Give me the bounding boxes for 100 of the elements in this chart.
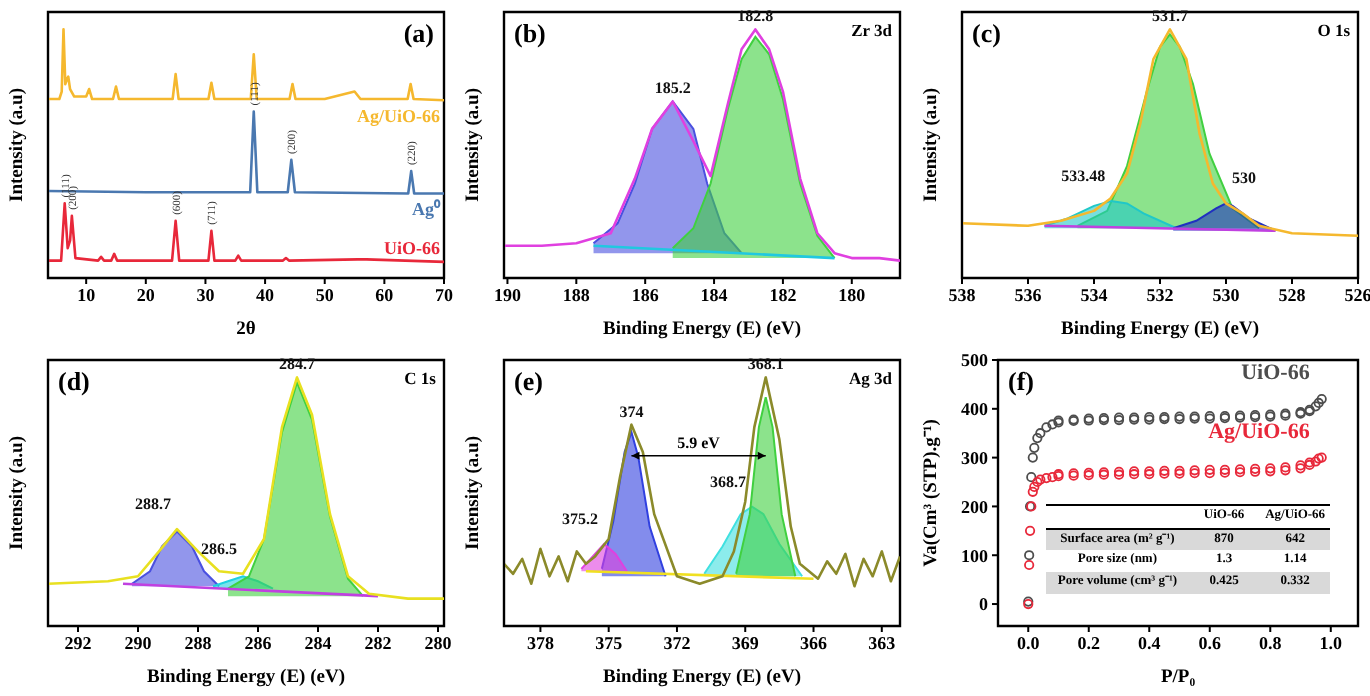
x-tick-label: 1.0 bbox=[1319, 632, 1344, 653]
point bbox=[1204, 464, 1215, 475]
point bbox=[1041, 422, 1052, 433]
annotation: 288.7 bbox=[134, 495, 171, 514]
x-tick-label: 538 bbox=[948, 284, 977, 305]
annotation: 284.7 bbox=[278, 355, 315, 374]
x-tick-label: 369 bbox=[731, 632, 760, 653]
x-axis-title: P/P₀ bbox=[1160, 668, 1196, 688]
x-tick-label: 363 bbox=[868, 632, 897, 653]
point bbox=[1029, 481, 1040, 492]
point bbox=[1047, 419, 1058, 430]
y-tick-label: 200 bbox=[961, 496, 989, 517]
point bbox=[1026, 472, 1037, 483]
point bbox=[1310, 401, 1321, 412]
x-tick-label: 0.4 bbox=[1138, 632, 1162, 653]
annotation: 375.2 bbox=[562, 509, 599, 528]
x-tick-label: 290 bbox=[124, 632, 153, 653]
y-axis-title: Va(Cm³ (STP).g⁻¹) bbox=[922, 419, 942, 567]
chart-title: (a) bbox=[403, 18, 434, 50]
series-label: Ag/UiO-66 bbox=[1208, 419, 1311, 444]
point bbox=[1024, 550, 1035, 561]
x-tick-label: 0.6 bbox=[1198, 632, 1223, 653]
point bbox=[1204, 468, 1215, 479]
y-tick-label: 500 bbox=[961, 350, 989, 371]
chart-title: (d) bbox=[58, 366, 90, 398]
annotation: 5.9 eV bbox=[677, 433, 721, 452]
y-axis-title: Intensity (a.u) bbox=[464, 87, 484, 203]
x-tick-label: 288 bbox=[184, 632, 213, 653]
x-tick-label: 282 bbox=[364, 632, 393, 653]
annotation: 374 bbox=[619, 402, 644, 421]
y-axis-title: Intensity (a.u) bbox=[8, 87, 28, 203]
x-tick-label: 536 bbox=[1014, 284, 1043, 305]
annotation: 368.1 bbox=[747, 355, 784, 374]
chart-subtitle: Ag 3d bbox=[849, 368, 892, 388]
y-tick-label: 400 bbox=[961, 399, 989, 420]
chart-subtitle: Zr 3d bbox=[851, 20, 892, 40]
chart-subtitle: O 1s bbox=[1317, 20, 1350, 40]
chart-title: (f) bbox=[1008, 366, 1034, 398]
annotation: 368.7 bbox=[710, 472, 747, 491]
x-tick-label: 30 bbox=[196, 284, 216, 305]
x-axis-title: Binding Energy (E) (eV) bbox=[603, 320, 801, 340]
point bbox=[1024, 525, 1036, 536]
annotation: 286.5 bbox=[200, 539, 237, 558]
y-tick-label: 300 bbox=[961, 448, 989, 468]
chart-title: (c) bbox=[972, 18, 1001, 50]
x-tick-label: 530 bbox=[1212, 284, 1241, 305]
x-tick-label: 0.8 bbox=[1259, 632, 1283, 653]
x-tick-label: 190 bbox=[493, 284, 522, 305]
x-axis-title: 2θ bbox=[236, 320, 256, 340]
x-tick-label: 280 bbox=[424, 632, 453, 653]
chart-subtitle: C 1s bbox=[404, 368, 436, 388]
y-tick-label: 100 bbox=[961, 545, 989, 566]
x-tick-label: 528 bbox=[1278, 284, 1307, 305]
x-tick-label: 10 bbox=[77, 284, 97, 305]
annotation: 530 bbox=[1231, 169, 1256, 188]
x-tick-label: 186 bbox=[631, 284, 660, 305]
x-tick-label: 188 bbox=[562, 284, 591, 305]
y-tick-label: 0 bbox=[979, 594, 989, 615]
x-axis-title: Binding Energy (E) (eV) bbox=[147, 668, 345, 688]
annotation: 533.48 bbox=[1061, 166, 1106, 185]
series-label: UiO-66 bbox=[1241, 361, 1311, 386]
x-tick-label: 378 bbox=[526, 632, 555, 653]
series-label: Ag/UiO-66 bbox=[356, 106, 441, 127]
x-tick-label: 366 bbox=[800, 632, 829, 653]
x-tick-label: 182 bbox=[769, 284, 798, 305]
point bbox=[1032, 432, 1043, 444]
x-tick-label: 60 bbox=[375, 284, 395, 305]
x-tick-label: 0.0 bbox=[1017, 632, 1041, 653]
annotation: 531.7 bbox=[1151, 7, 1188, 26]
series-label: UiO-66 bbox=[383, 237, 441, 258]
point bbox=[1027, 452, 1038, 463]
point bbox=[1027, 486, 1038, 497]
point bbox=[1313, 397, 1324, 409]
point bbox=[1316, 393, 1327, 405]
x-axis-title: Binding Energy (E) (eV) bbox=[1061, 320, 1259, 340]
point bbox=[1035, 428, 1046, 439]
x-tick-label: 284 bbox=[304, 632, 333, 653]
x-tick-label: 180 bbox=[838, 284, 867, 305]
x-tick-label: 184 bbox=[700, 284, 729, 305]
chart-title: (e) bbox=[514, 366, 543, 398]
x-tick-label: 532 bbox=[1146, 284, 1175, 305]
x-tick-label: 70 bbox=[435, 284, 454, 305]
point bbox=[1041, 473, 1052, 484]
point bbox=[1047, 472, 1058, 483]
x-tick-label: 286 bbox=[244, 632, 273, 653]
x-axis-title: Binding Energy (E) (eV) bbox=[603, 668, 801, 688]
annotation: 182.8 bbox=[737, 7, 774, 26]
x-tick-label: 292 bbox=[64, 632, 93, 653]
series-label: Ag⁰ bbox=[411, 199, 442, 220]
point bbox=[1024, 559, 1035, 571]
x-tick-label: 50 bbox=[315, 284, 335, 305]
x-tick-label: 40 bbox=[256, 284, 276, 305]
chart-title: (b) bbox=[514, 18, 546, 50]
y-axis-title: Intensity (a.u) bbox=[922, 87, 942, 203]
y-axis-title: Intensity (a.u) bbox=[464, 435, 484, 551]
x-tick-label: 0.2 bbox=[1077, 632, 1102, 653]
x-tick-label: 372 bbox=[663, 632, 692, 653]
x-tick-label: 375 bbox=[595, 632, 624, 653]
x-tick-label: 534 bbox=[1080, 284, 1109, 305]
y-axis-title: Intensity (a.u) bbox=[8, 435, 28, 551]
